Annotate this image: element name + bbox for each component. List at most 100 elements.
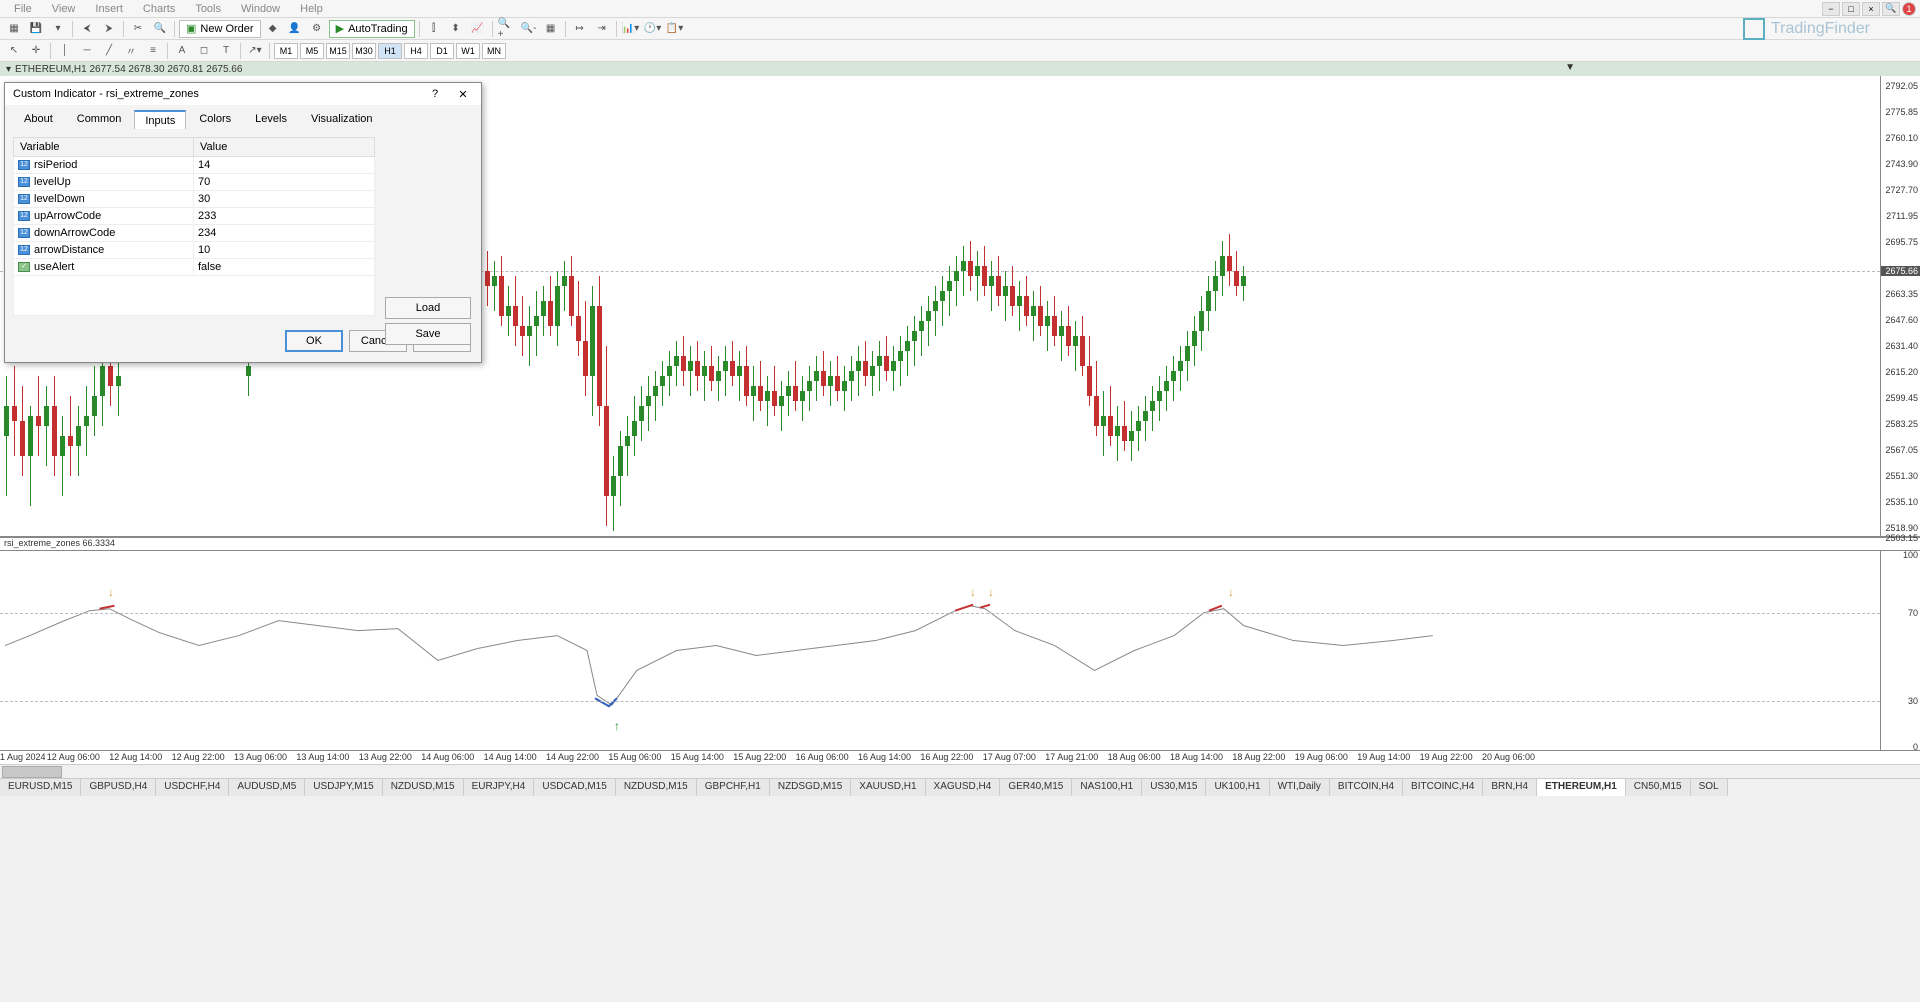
meta-icon[interactable]: ◆: [263, 20, 283, 38]
load-button[interactable]: Load: [385, 297, 471, 319]
cursor-icon[interactable]: ↖: [4, 42, 24, 60]
chart-tab[interactable]: NAS100,H1: [1072, 779, 1142, 796]
zoom-in-icon[interactable]: 🔍+: [497, 20, 517, 38]
menu-charts[interactable]: Charts: [133, 1, 185, 17]
close-btn[interactable]: ×: [1862, 2, 1880, 16]
chart-tab[interactable]: USDCHF,H4: [156, 779, 229, 796]
timeframe-D1[interactable]: D1: [430, 43, 454, 59]
menu-view[interactable]: View: [42, 1, 86, 17]
dialog-tab-visualization[interactable]: Visualization: [300, 109, 384, 129]
timeframe-M5[interactable]: M5: [300, 43, 324, 59]
dialog-tab-about[interactable]: About: [13, 109, 64, 129]
textbox-icon[interactable]: T: [216, 42, 236, 60]
timeframe-MN[interactable]: MN: [482, 43, 506, 59]
tile-icon[interactable]: ▦: [541, 20, 561, 38]
hline-icon[interactable]: ─: [77, 42, 97, 60]
chart-tab[interactable]: NZDUSD,M15: [383, 779, 464, 796]
chart-tab[interactable]: XAGUSD,H4: [926, 779, 1001, 796]
menu-help[interactable]: Help: [290, 1, 333, 17]
param-row[interactable]: 12rsiPeriod 14: [14, 157, 375, 174]
chart-tab[interactable]: BRN,H4: [1483, 779, 1537, 796]
autotrading-button[interactable]: ▶AutoTrading: [329, 20, 415, 38]
scroll-icon[interactable]: ⇥: [592, 20, 612, 38]
line-chart-icon[interactable]: 📈: [468, 20, 488, 38]
fib-icon[interactable]: ≡: [143, 42, 163, 60]
vline-icon[interactable]: │: [55, 42, 75, 60]
chart-tab[interactable]: BITCOIN,H4: [1330, 779, 1403, 796]
crosshair-icon[interactable]: ✛: [26, 42, 46, 60]
chart-tab[interactable]: EURJPY,H4: [464, 779, 535, 796]
text-icon[interactable]: A: [172, 42, 192, 60]
templates-icon[interactable]: 📋▾: [665, 20, 685, 38]
nav-left-icon[interactable]: ⮜: [77, 20, 97, 38]
alert-badge[interactable]: 1: [1902, 2, 1916, 16]
find-icon[interactable]: 🔍: [150, 20, 170, 38]
dialog-close-icon[interactable]: ✕: [453, 88, 473, 101]
dialog-help-icon[interactable]: ?: [425, 88, 445, 101]
dialog-tab-common[interactable]: Common: [66, 109, 133, 129]
timeframe-W1[interactable]: W1: [456, 43, 480, 59]
chart-tab[interactable]: NZDSGD,M15: [770, 779, 851, 796]
param-row[interactable]: 12arrowDistance 10: [14, 242, 375, 259]
ok-button[interactable]: OK: [285, 330, 343, 352]
tools-icon[interactable]: ⚙: [307, 20, 327, 38]
timeframe-M1[interactable]: M1: [274, 43, 298, 59]
shift-icon[interactable]: ↦: [570, 20, 590, 38]
param-row[interactable]: 12levelDown 30: [14, 191, 375, 208]
bar-chart-icon[interactable]: ⫿: [424, 20, 444, 38]
menu-insert[interactable]: Insert: [85, 1, 133, 17]
chart-tab[interactable]: NZDUSD,M15: [616, 779, 697, 796]
chart-tab[interactable]: ETHEREUM,H1: [1537, 779, 1626, 796]
col-value[interactable]: Value: [194, 138, 375, 157]
timeframe-H1[interactable]: H1: [378, 43, 402, 59]
param-row[interactable]: 12downArrowCode 234: [14, 225, 375, 242]
chart-tab[interactable]: XAUUSD,H1: [851, 779, 925, 796]
cut-icon[interactable]: ✂: [128, 20, 148, 38]
dialog-tab-inputs[interactable]: Inputs: [134, 110, 186, 130]
new-order-button[interactable]: ▣New Order: [179, 20, 261, 38]
indicators-icon[interactable]: 📊▾: [621, 20, 641, 38]
chart-tab[interactable]: GBPUSD,H4: [81, 779, 156, 796]
arrows-icon[interactable]: ↗▾: [245, 42, 265, 60]
minimize-btn[interactable]: −: [1822, 2, 1840, 16]
indicator-chart[interactable]: 10070300 ↓↓↓↓↑: [0, 550, 1920, 750]
timeframe-H4[interactable]: H4: [404, 43, 428, 59]
scrollbar-horizontal[interactable]: [0, 764, 1920, 778]
scroll-thumb[interactable]: [2, 766, 62, 778]
chart-tab[interactable]: EURUSD,M15: [0, 779, 81, 796]
search-icon[interactable]: 🔍: [1882, 2, 1900, 16]
chart-tab[interactable]: WTI,Daily: [1270, 779, 1330, 796]
periods-icon[interactable]: 🕐▾: [643, 20, 663, 38]
chart-tab[interactable]: USDJPY,M15: [305, 779, 382, 796]
param-row[interactable]: 12upArrowCode 233: [14, 208, 375, 225]
menu-window[interactable]: Window: [231, 1, 290, 17]
dialog-tab-levels[interactable]: Levels: [244, 109, 298, 129]
param-row[interactable]: ✓useAlert false: [14, 259, 375, 276]
zoom-out-icon[interactable]: 🔍-: [519, 20, 539, 38]
timeframe-M15[interactable]: M15: [326, 43, 350, 59]
col-variable[interactable]: Variable: [14, 138, 194, 157]
candle-chart-icon[interactable]: ⬍: [446, 20, 466, 38]
dialog-tab-colors[interactable]: Colors: [188, 109, 242, 129]
trendline-icon[interactable]: ╱: [99, 42, 119, 60]
chart-tab[interactable]: USDCAD,M15: [534, 779, 615, 796]
chart-tab[interactable]: BITCOINC,H4: [1403, 779, 1483, 796]
chart-tab[interactable]: AUDUSD,M5: [229, 779, 305, 796]
menu-file[interactable]: File: [4, 1, 42, 17]
save-button[interactable]: Save: [385, 323, 471, 345]
label-icon[interactable]: ◻: [194, 42, 214, 60]
chart-tab[interactable]: UK100,H1: [1206, 779, 1269, 796]
maximize-btn[interactable]: □: [1842, 2, 1860, 16]
chart-tab[interactable]: CN50,M15: [1626, 779, 1691, 796]
nav-right-icon[interactable]: ⮞: [99, 20, 119, 38]
chart-tab[interactable]: GBPCHF,H1: [697, 779, 770, 796]
profiles-icon[interactable]: ▾: [48, 20, 68, 38]
chart-tab[interactable]: GER40,M15: [1000, 779, 1072, 796]
new-chart-icon[interactable]: ▦: [4, 20, 24, 38]
param-row[interactable]: 12levelUp 70: [14, 174, 375, 191]
save-icon[interactable]: 💾: [26, 20, 46, 38]
expert-icon[interactable]: 👤: [285, 20, 305, 38]
chart-tab[interactable]: US30,M15: [1142, 779, 1206, 796]
menu-tools[interactable]: Tools: [185, 1, 231, 17]
chart-tab[interactable]: SOL: [1691, 779, 1728, 796]
